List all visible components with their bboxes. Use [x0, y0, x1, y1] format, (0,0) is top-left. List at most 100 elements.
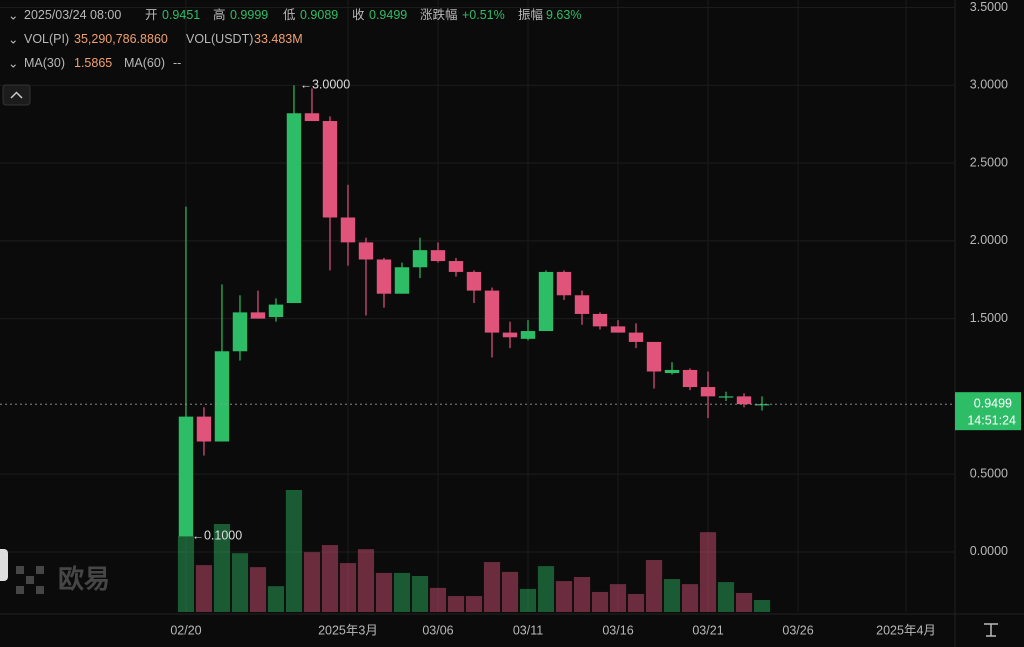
candle-body: [502, 332, 518, 338]
chevron[interactable]: ⌄: [8, 32, 18, 46]
candle-body: [268, 304, 284, 318]
volume-bar: [267, 586, 285, 612]
high-label: 高: [213, 7, 226, 22]
side-tab[interactable]: [0, 549, 8, 581]
volume-bar: [357, 549, 375, 612]
change-value: +0.51%: [462, 8, 505, 22]
volume-bar: [321, 545, 339, 612]
volume-bar: [213, 523, 231, 612]
y-tick-label: 3.5000: [970, 0, 1008, 14]
candle-body: [574, 295, 590, 314]
volume-bar: [645, 560, 663, 612]
x-tick-label: 03/11: [513, 623, 543, 637]
volume-bar: [393, 572, 411, 612]
annotation-arrow: ←: [192, 529, 204, 543]
watermark-logo: [16, 566, 44, 594]
candle-body: [358, 242, 374, 260]
volume-bar: [375, 572, 393, 612]
volume-bar: [717, 582, 735, 612]
volume-bar: [465, 596, 483, 612]
volume-bar: [663, 579, 681, 612]
volume-bar: [429, 587, 447, 612]
candle-body: [250, 312, 266, 319]
chevron[interactable]: ⌄: [8, 8, 18, 22]
ma30-label: MA(30): [24, 56, 65, 70]
vol-pi-label: VOL(PI): [24, 32, 69, 46]
candle-body: [754, 404, 770, 406]
volume-bar: [483, 562, 501, 612]
close-value: 0.9499: [369, 8, 407, 22]
volume-bar: [681, 584, 699, 612]
open-label: 开: [145, 8, 158, 22]
candle-body: [682, 369, 698, 388]
ma30-value: 1.5865: [74, 56, 112, 70]
volume-bar: [249, 567, 267, 612]
candle-body: [412, 250, 428, 268]
vol-usdt-label: VOL(USDT): [186, 32, 253, 46]
volume-bar: [303, 552, 321, 612]
datetime: 2025/03/24 08:00: [24, 8, 121, 22]
volume-row: VOL(PI) 35,290,786.8860 VOL(USDT) 33.483…: [24, 32, 303, 46]
y-tick-label: 2.0000: [970, 233, 1008, 247]
annotation: 3.0000: [312, 78, 350, 92]
open-value: 0.9451: [162, 8, 200, 22]
x-tick-label: 2025年4月: [876, 623, 936, 637]
volume-bar: [285, 490, 303, 612]
vol-pi-value: 35,290,786.8860: [74, 32, 168, 46]
y-tick-label: 3.0000: [970, 78, 1008, 92]
volume-bar: [537, 566, 555, 612]
x-tick-label: 03/26: [782, 623, 813, 637]
x-tick-label: 03/06: [422, 623, 453, 637]
candle-body: [628, 332, 644, 342]
volume-bar: [501, 571, 519, 612]
candle-body: [286, 113, 302, 304]
volume-bar: [735, 592, 753, 612]
header-row: 2025/03/24 08:00 开 0.9451 高 0.9999 低 0.9…: [24, 7, 581, 22]
high-value: 0.9999: [230, 8, 268, 22]
volume-bar: [627, 593, 645, 612]
candle-body: [736, 396, 752, 405]
x-tick-label: 03/21: [692, 623, 723, 637]
x-tick-label: 03/16: [602, 623, 633, 637]
volume-bar: [519, 588, 537, 612]
change-label: 涨跌幅: [420, 7, 458, 22]
volume-bar: [573, 576, 591, 612]
candle-body: [304, 113, 320, 122]
candle-body: [214, 351, 230, 442]
scale-icon[interactable]: [984, 623, 998, 637]
volume-bar: [609, 584, 627, 612]
candle-body: [340, 217, 356, 243]
candle-body: [196, 416, 212, 442]
candle-body: [718, 396, 734, 398]
plot: [0, 85, 955, 612]
ma-row: MA(30) 1.5865 MA(60) --: [24, 56, 181, 70]
watermark: 欧易: [16, 564, 110, 594]
x-tick-label: 2025年3月: [318, 623, 378, 637]
candle-body: [466, 271, 482, 291]
volume-bar: [231, 553, 249, 612]
candle-body: [556, 271, 572, 296]
chevron[interactable]: ⌄: [8, 56, 18, 70]
candle-body: [394, 267, 410, 294]
candle-body: [646, 341, 662, 372]
annotation: 0.1000: [204, 529, 242, 543]
watermark-text: 欧易: [58, 564, 110, 594]
volume-bar: [753, 600, 771, 612]
vol-usdt-value: 33.483M: [254, 32, 303, 46]
amplitude-value: 9.63%: [546, 8, 581, 22]
countdown-label: 14:51:24: [967, 413, 1016, 427]
candle-body: [322, 121, 338, 218]
candle-body: [592, 313, 608, 327]
candle-body: [448, 261, 464, 272]
grid: [0, 0, 955, 612]
low-label: 低: [283, 8, 296, 22]
low-value: 0.9089: [300, 8, 338, 22]
ma60-label: MA(60): [124, 56, 165, 70]
volume-bar: [411, 575, 429, 612]
x-tick-label: 02/20: [170, 623, 201, 637]
collapse-button[interactable]: [2, 84, 31, 106]
amplitude-label: 振幅: [518, 7, 543, 22]
candle-body: [178, 416, 194, 537]
